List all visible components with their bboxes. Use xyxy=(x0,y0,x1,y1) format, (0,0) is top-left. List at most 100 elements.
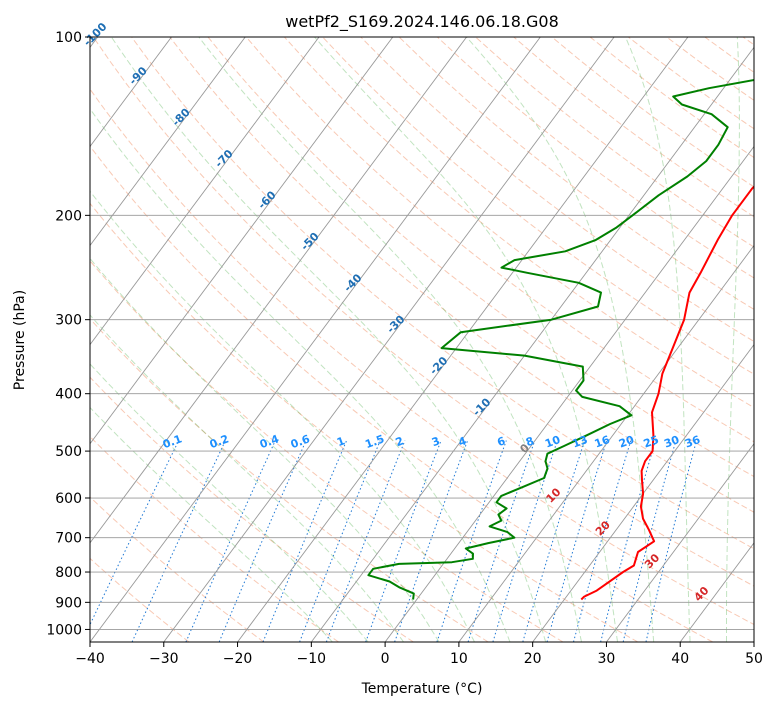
mixing-ratio-label: 10 xyxy=(543,433,562,451)
dry-adiabat xyxy=(284,37,754,409)
x-tick-label: −20 xyxy=(223,651,253,667)
dry-adiabat xyxy=(90,318,489,642)
x-tick-label: 40 xyxy=(671,651,689,667)
mixing-ratio-label: 1.5 xyxy=(363,432,386,451)
isotherm-label: 10 xyxy=(544,485,564,505)
y-tick-label: 600 xyxy=(55,491,82,507)
isotherm-label: -80 xyxy=(170,105,193,128)
moist-adiabat xyxy=(625,37,691,642)
mixing-ratio-label: 0.4 xyxy=(258,432,281,451)
mixing-ratio-label: 8 xyxy=(524,434,536,449)
mixing-ratio-line xyxy=(131,440,226,642)
chart-title: wetPf2_S169.2024.146.06.18.G08 xyxy=(285,12,559,32)
isotherm-label: 40 xyxy=(692,584,712,604)
isotherm xyxy=(90,37,541,642)
y-tick-label: 400 xyxy=(55,387,82,403)
dry-adiabat xyxy=(169,37,754,513)
moist-adiabat xyxy=(110,37,547,642)
y-tick-label: 1000 xyxy=(46,622,82,638)
mixing-ratio-line xyxy=(325,440,406,642)
mixing-ratio-label: 20 xyxy=(617,433,636,451)
mixing-ratio-label: 6 xyxy=(495,434,507,449)
mixing-ratio-label: 0.2 xyxy=(208,432,231,451)
dry-adiabat xyxy=(666,37,754,101)
series-layer xyxy=(367,79,754,601)
mixing-ratio-line xyxy=(522,440,586,642)
dry-adiabat xyxy=(90,145,713,642)
x-tick-label: 50 xyxy=(745,651,763,667)
isotherm-label: -40 xyxy=(341,271,364,294)
x-tick-label: 0 xyxy=(381,651,390,667)
moist-adiabat xyxy=(314,37,618,642)
dry-adiabat xyxy=(360,37,754,343)
isotherm xyxy=(90,37,394,445)
isotherm xyxy=(310,46,754,642)
moist-adiabat xyxy=(90,257,440,642)
mixing-ratio-label: 0.6 xyxy=(289,432,312,451)
isotherm-label: -100 xyxy=(81,20,110,49)
mixing-ratio-label: 4 xyxy=(457,434,469,449)
isotherm-label: 30 xyxy=(642,551,662,571)
grid xyxy=(90,37,754,642)
y-axis: 100 200 300 400 500 600 700 800 900 1000 xyxy=(46,30,90,638)
mixing-ratio-label: 30 xyxy=(662,433,681,451)
isotherm xyxy=(237,37,689,642)
background-lines xyxy=(90,37,754,642)
dry-adiabat xyxy=(90,202,639,642)
moist-adiabat xyxy=(90,406,333,642)
isotherm xyxy=(90,37,467,544)
isotherm-label: -90 xyxy=(127,64,150,87)
y-tick-label: 900 xyxy=(55,595,82,611)
isotherm-label: -60 xyxy=(255,188,278,211)
dry-adiabat xyxy=(245,37,754,443)
mixing-ratio-line xyxy=(185,440,276,642)
dry-adiabat xyxy=(513,37,754,218)
mixing-ratio-line xyxy=(600,440,656,642)
mixing-ratio-label: 0.1 xyxy=(161,432,184,451)
plot-frame xyxy=(89,36,755,643)
moist-adiabat xyxy=(726,37,740,642)
dry-adiabat xyxy=(92,37,754,587)
isotherm xyxy=(90,37,172,148)
mixing-ratio-label: 2 xyxy=(394,434,406,449)
isotherm-label: -10 xyxy=(470,395,493,418)
isotherm xyxy=(532,343,754,642)
dry-adiabat xyxy=(90,376,414,642)
isotherm-label: -20 xyxy=(427,354,450,377)
mixing-ratio-line xyxy=(573,440,632,642)
x-axis: −40 −30 −20 −10 0 10 20 30 40 50 xyxy=(75,642,763,667)
y-tick-label: 100 xyxy=(55,30,82,46)
y-tick-label: 800 xyxy=(55,565,82,581)
x-tick-label: 30 xyxy=(598,651,616,667)
moist-adiabat xyxy=(198,37,582,642)
mixing-ratio-line xyxy=(365,440,442,642)
dry-adiabat xyxy=(627,37,754,130)
x-axis-label: Temperature (°C) xyxy=(361,681,483,697)
isotherm-label: -50 xyxy=(298,230,321,253)
moist-adiabat xyxy=(90,190,475,642)
mixing-ratio-line xyxy=(90,440,180,626)
dry-adiabat xyxy=(90,557,190,642)
isotherm xyxy=(384,145,754,642)
mixing-ratio-label: 3 xyxy=(430,434,442,449)
isotherm xyxy=(90,37,320,346)
x-tick-label: −30 xyxy=(149,651,179,667)
isotherm xyxy=(458,244,754,642)
y-tick-label: 500 xyxy=(55,444,82,460)
moist-adiabat xyxy=(90,314,404,642)
moist-adiabat xyxy=(466,37,655,642)
mixing-ratio-label: 13 xyxy=(571,433,590,450)
y-tick-label: 700 xyxy=(55,531,82,547)
temperature-profile xyxy=(580,185,754,601)
x-tick-label: 10 xyxy=(450,651,468,667)
isotherm-label: -70 xyxy=(212,147,235,170)
mixing-ratio-label: 16 xyxy=(593,433,612,451)
mixing-ratio-line xyxy=(218,440,307,642)
isotherm-label: -30 xyxy=(384,313,407,336)
moist-adiabat xyxy=(90,107,511,642)
mixing-ratio-label: 1 xyxy=(335,434,347,449)
y-axis-label: Pressure (hPa) xyxy=(12,290,28,390)
x-tick-label: 20 xyxy=(524,651,542,667)
mixing-ratio-line xyxy=(492,440,558,642)
